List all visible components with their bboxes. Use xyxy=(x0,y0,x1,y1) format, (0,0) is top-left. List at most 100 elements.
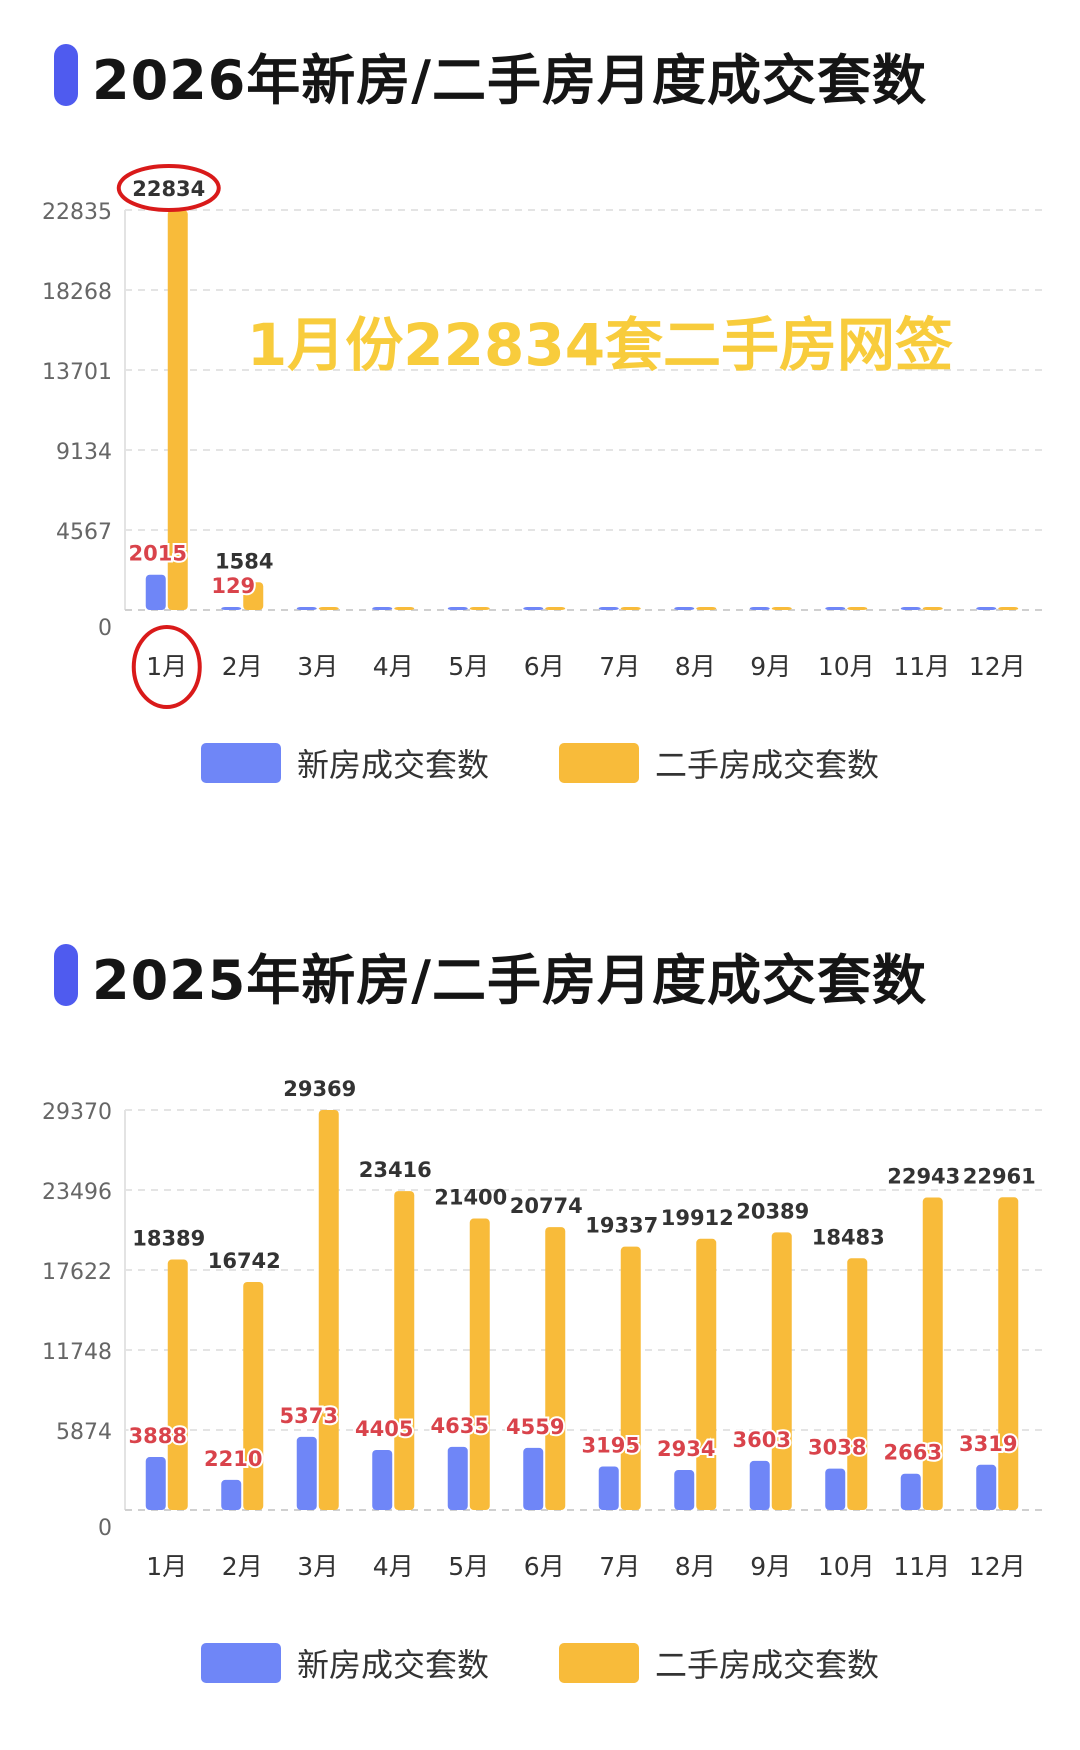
bar-second xyxy=(922,1197,943,1510)
data-label-new: 2015 xyxy=(129,542,187,566)
data-label-second: 20774 xyxy=(510,1194,583,1218)
data-label-second: 19912 xyxy=(661,1206,734,1230)
bar-chart-2025: 0 5874 11748 17622 23496 29370 18389 3888 1月 1674… xyxy=(42,1077,1045,1581)
bar-second xyxy=(394,607,415,610)
bar-new xyxy=(523,607,544,610)
bar-second xyxy=(998,607,1019,610)
chart-2026-panel: 2026年新房/二手房月度成交套数 0 4567 9134 13701 18268 228… xyxy=(0,40,1080,786)
data-label-new: 4559 xyxy=(506,1415,564,1439)
data-label-new: 3195 xyxy=(582,1433,640,1457)
bar-second xyxy=(469,607,490,610)
y-tick-label: 29370 xyxy=(42,1100,112,1125)
bar-chart-2026: 0 4567 9134 13701 18268 22835 1月份22834套二手房网签 22… xyxy=(42,164,1045,709)
data-label-second: 22961 xyxy=(963,1164,1036,1188)
y-tick-label: 5874 xyxy=(56,1420,112,1445)
bar-new xyxy=(749,607,770,610)
data-label-second: 29369 xyxy=(283,1077,356,1101)
data-label-second: 18389 xyxy=(132,1227,205,1251)
x-category-label: 5月 xyxy=(448,652,489,681)
bar-new xyxy=(825,1468,846,1510)
bar-new xyxy=(900,1473,921,1510)
bar-new xyxy=(447,1446,468,1510)
x-category-label: 3月 xyxy=(297,1552,338,1581)
bar-second xyxy=(318,1110,339,1510)
legend-swatch-second xyxy=(559,1643,639,1683)
highlight-circle-value xyxy=(116,164,221,213)
bar-new xyxy=(523,1447,544,1510)
bar-second xyxy=(243,1281,264,1510)
data-label-second: 1584 xyxy=(215,549,273,573)
bar-new xyxy=(976,607,997,610)
x-category-label: 4月 xyxy=(373,652,414,681)
data-label-new: 2934 xyxy=(657,1437,715,1461)
x-category-label: 9月 xyxy=(750,652,791,681)
chart-title-row: 2025年新房/二手房月度成交套数 xyxy=(54,940,927,1012)
data-label-second: 21400 xyxy=(434,1186,507,1210)
x-category-label: 11月 xyxy=(893,1552,950,1581)
bar-second xyxy=(696,1238,717,1510)
bar-new xyxy=(372,607,393,610)
legend-label-new: 新房成交套数 xyxy=(296,1646,489,1684)
x-category-label: 12月 xyxy=(969,652,1026,681)
legend-item-new[interactable]: 新房成交套数 xyxy=(200,1640,489,1686)
y-tick-label: 4567 xyxy=(56,520,112,545)
data-label-new: 2210 xyxy=(204,1447,262,1471)
x-category-label: 9月 xyxy=(750,1552,791,1581)
bar-new xyxy=(598,1466,619,1510)
bar-second xyxy=(847,1258,868,1510)
chart-annotation: 1月份22834套二手房网签 xyxy=(247,311,953,379)
y-tick-label: 18268 xyxy=(42,280,112,305)
x-category-label: 2月 xyxy=(222,1552,263,1581)
x-category-label: 12月 xyxy=(969,1552,1026,1581)
chart-title-row: 2026年新房/二手房月度成交套数 xyxy=(54,40,927,112)
bar-second xyxy=(998,1197,1019,1510)
bar-second xyxy=(922,607,943,610)
y-tick-label: 11748 xyxy=(42,1340,112,1365)
data-label-new: 3038 xyxy=(808,1436,866,1460)
y-tick-label: 0 xyxy=(98,1516,112,1541)
x-category-label: 11月 xyxy=(893,652,950,681)
x-category-label: 1月 xyxy=(146,1552,187,1581)
bar-new xyxy=(900,607,921,610)
chart-legend: 新房成交套数 二手房成交套数 xyxy=(0,740,1080,786)
y-tick-label: 23496 xyxy=(42,1180,112,1205)
data-label-new: 4405 xyxy=(355,1417,413,1441)
x-category-label: 1月 xyxy=(146,652,187,681)
bar-second xyxy=(847,607,868,610)
bar-new xyxy=(598,607,619,610)
data-label-new: 3603 xyxy=(733,1428,791,1452)
data-label-second: 22834 xyxy=(132,177,205,201)
title-accent-bar xyxy=(54,44,78,106)
bar-new xyxy=(976,1464,997,1510)
legend-label-second: 二手房成交套数 xyxy=(655,746,880,784)
y-tick-label: 9134 xyxy=(56,440,112,465)
bar-second xyxy=(771,607,792,610)
bar-second xyxy=(243,582,264,610)
bar-new xyxy=(749,1460,770,1510)
bar-new xyxy=(296,607,317,610)
bar-new xyxy=(145,574,166,610)
x-category-label: 6月 xyxy=(524,652,565,681)
data-label-second: 22943 xyxy=(887,1165,960,1189)
x-category-label: 8月 xyxy=(675,652,716,681)
bar-new xyxy=(674,1470,695,1510)
bar-second xyxy=(545,607,566,610)
x-category-label: 6月 xyxy=(524,1552,565,1581)
bar-second xyxy=(394,1191,415,1510)
legend-item-new[interactable]: 新房成交套数 xyxy=(200,740,489,786)
y-tick-label: 13701 xyxy=(42,360,112,385)
chart-legend: 新房成交套数 二手房成交套数 xyxy=(0,1640,1080,1686)
data-label-second: 16742 xyxy=(208,1249,281,1273)
legend-item-second[interactable]: 二手房成交套数 xyxy=(559,740,879,786)
bar-new xyxy=(674,607,695,610)
bar-second xyxy=(620,607,641,610)
data-label-second: 23416 xyxy=(359,1158,432,1182)
legend-swatch-new xyxy=(200,1643,281,1683)
y-tick-label: 0 xyxy=(98,616,112,641)
chart-title: 2026年新房/二手房月度成交套数 xyxy=(92,48,928,112)
legend-item-second[interactable]: 二手房成交套数 xyxy=(559,1640,879,1686)
bar-new xyxy=(825,607,846,610)
data-label-new: 3888 xyxy=(129,1424,187,1448)
x-category-label: 10月 xyxy=(818,1552,875,1581)
legend-label-second: 二手房成交套数 xyxy=(655,1646,880,1684)
